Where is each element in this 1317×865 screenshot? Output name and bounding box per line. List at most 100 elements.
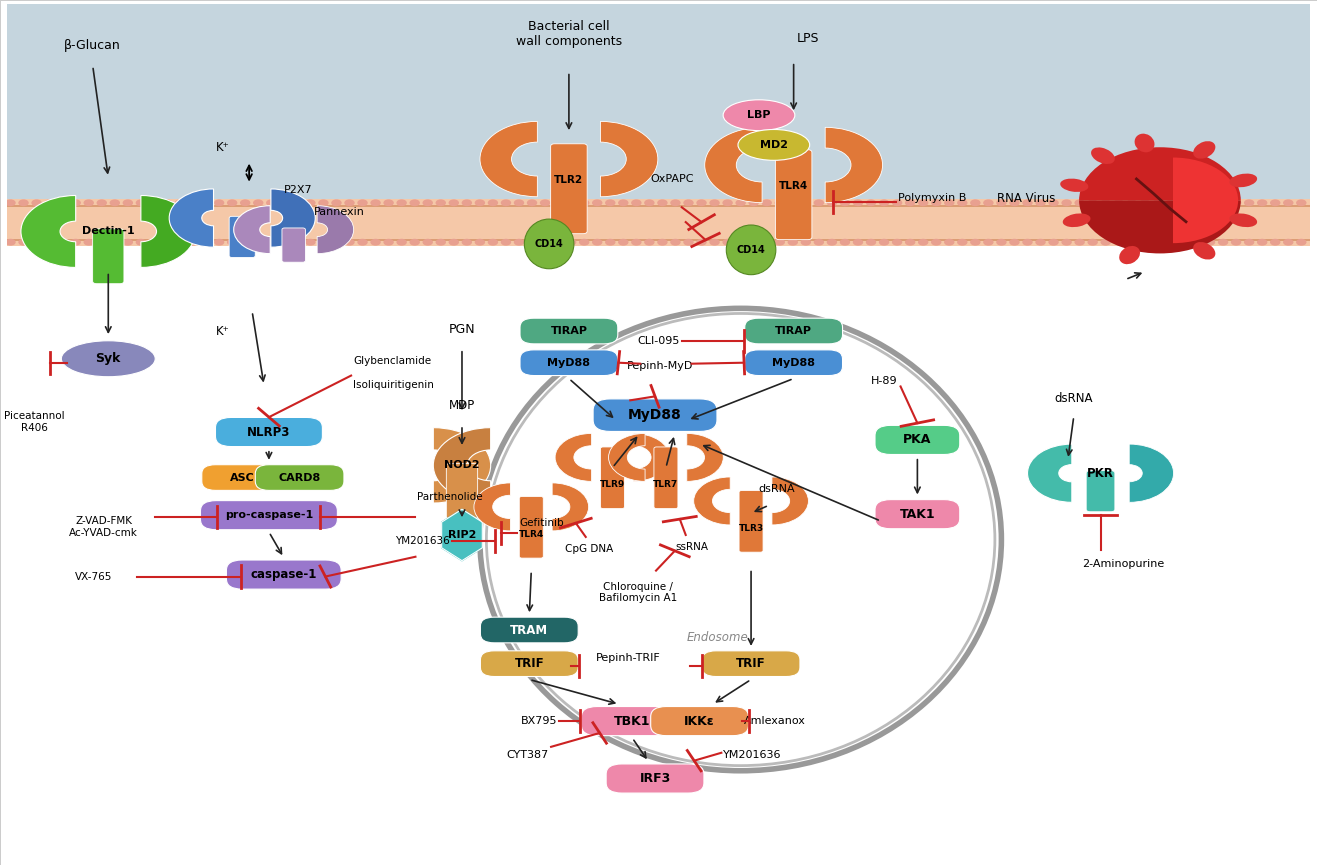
Text: pro-caspase-1: pro-caspase-1 xyxy=(225,510,313,520)
Text: Pannexin: Pannexin xyxy=(313,208,365,217)
Text: H-89: H-89 xyxy=(871,375,898,386)
Text: CARD8: CARD8 xyxy=(278,472,321,483)
Text: NOD2: NOD2 xyxy=(444,460,479,471)
Circle shape xyxy=(1114,199,1123,206)
Circle shape xyxy=(931,239,942,246)
Circle shape xyxy=(1218,199,1229,206)
Circle shape xyxy=(423,239,433,246)
Circle shape xyxy=(279,239,290,246)
Circle shape xyxy=(175,239,186,246)
Circle shape xyxy=(122,199,133,206)
FancyBboxPatch shape xyxy=(202,465,283,490)
Circle shape xyxy=(240,239,250,246)
Circle shape xyxy=(774,239,785,246)
Circle shape xyxy=(748,199,759,206)
Wedge shape xyxy=(141,195,196,267)
Text: YM201636: YM201636 xyxy=(395,536,450,546)
Circle shape xyxy=(227,239,237,246)
Text: Glybenclamide: Glybenclamide xyxy=(353,356,431,366)
Circle shape xyxy=(593,239,602,246)
Circle shape xyxy=(788,239,798,246)
Circle shape xyxy=(5,239,16,246)
Text: TLR3: TLR3 xyxy=(739,524,764,533)
Text: Pepinh-TRIF: Pepinh-TRIF xyxy=(595,653,661,663)
Wedge shape xyxy=(705,127,763,202)
Circle shape xyxy=(957,199,968,206)
Text: 2-Aminopurine: 2-Aminopurine xyxy=(1083,559,1164,568)
Circle shape xyxy=(761,239,772,246)
Circle shape xyxy=(1152,199,1163,206)
Circle shape xyxy=(202,199,211,206)
Circle shape xyxy=(853,239,863,246)
Text: Bacterial cell
wall components: Bacterial cell wall components xyxy=(516,20,622,48)
Circle shape xyxy=(631,199,641,206)
Circle shape xyxy=(566,199,577,206)
Wedge shape xyxy=(317,206,354,253)
Circle shape xyxy=(1192,199,1202,206)
Circle shape xyxy=(423,199,433,206)
Circle shape xyxy=(1062,239,1072,246)
Circle shape xyxy=(1296,199,1306,206)
Circle shape xyxy=(58,239,68,246)
Circle shape xyxy=(279,199,290,206)
Text: LBP: LBP xyxy=(747,110,770,120)
Circle shape xyxy=(984,239,993,246)
Circle shape xyxy=(827,199,838,206)
Text: YM201636: YM201636 xyxy=(723,750,782,759)
Text: β-Glucan: β-Glucan xyxy=(65,40,121,53)
Circle shape xyxy=(878,199,889,206)
Text: dsRNA: dsRNA xyxy=(1055,392,1093,405)
Text: Amlexanox: Amlexanox xyxy=(744,716,806,726)
FancyBboxPatch shape xyxy=(776,150,811,240)
Circle shape xyxy=(761,199,772,206)
Wedge shape xyxy=(826,127,882,202)
Wedge shape xyxy=(554,433,591,482)
Circle shape xyxy=(58,199,68,206)
Circle shape xyxy=(357,239,367,246)
Circle shape xyxy=(631,239,641,246)
Circle shape xyxy=(32,199,42,206)
FancyBboxPatch shape xyxy=(593,399,716,432)
Circle shape xyxy=(1166,239,1176,246)
Circle shape xyxy=(984,199,993,206)
Ellipse shape xyxy=(738,130,810,160)
Circle shape xyxy=(45,239,55,246)
Text: NLRP3: NLRP3 xyxy=(248,426,291,439)
Circle shape xyxy=(410,199,420,206)
Circle shape xyxy=(1048,239,1059,246)
Text: MyD88: MyD88 xyxy=(628,408,682,422)
Text: MyD88: MyD88 xyxy=(548,358,590,368)
Polygon shape xyxy=(441,509,482,561)
Circle shape xyxy=(449,199,460,206)
Circle shape xyxy=(1179,239,1189,246)
Circle shape xyxy=(462,199,471,206)
Circle shape xyxy=(1179,199,1189,206)
Circle shape xyxy=(892,199,902,206)
Circle shape xyxy=(1218,239,1229,246)
Circle shape xyxy=(1075,239,1085,246)
Circle shape xyxy=(801,199,811,206)
Circle shape xyxy=(213,199,224,206)
Circle shape xyxy=(109,199,120,206)
Circle shape xyxy=(579,239,590,246)
Text: Dectin-1: Dectin-1 xyxy=(82,227,134,236)
Circle shape xyxy=(96,239,107,246)
Text: OxPAPC: OxPAPC xyxy=(651,174,694,183)
FancyBboxPatch shape xyxy=(702,650,799,676)
Ellipse shape xyxy=(1229,174,1258,187)
Circle shape xyxy=(1205,239,1216,246)
Circle shape xyxy=(918,199,928,206)
Circle shape xyxy=(149,199,159,206)
Text: TIRAP: TIRAP xyxy=(776,326,813,336)
Text: ssRNA: ssRNA xyxy=(676,541,709,552)
FancyBboxPatch shape xyxy=(481,650,578,676)
Circle shape xyxy=(1101,199,1112,206)
Circle shape xyxy=(83,239,94,246)
Circle shape xyxy=(1296,239,1306,246)
Circle shape xyxy=(462,239,471,246)
Text: MDP: MDP xyxy=(449,399,475,412)
Circle shape xyxy=(905,239,915,246)
Text: Isoliquiritigenin: Isoliquiritigenin xyxy=(353,381,435,390)
Text: TLR7: TLR7 xyxy=(653,480,678,490)
Circle shape xyxy=(253,199,263,206)
